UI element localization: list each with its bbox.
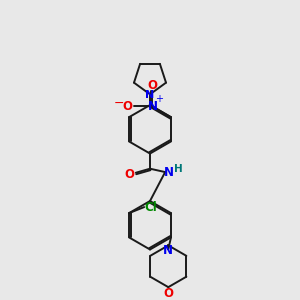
Text: Cl: Cl bbox=[145, 201, 157, 214]
Text: N: N bbox=[146, 90, 154, 100]
Text: N: N bbox=[163, 244, 173, 257]
Text: O: O bbox=[163, 287, 173, 300]
Text: H: H bbox=[174, 164, 182, 174]
Text: N: N bbox=[164, 166, 174, 178]
Text: −: − bbox=[114, 97, 124, 110]
Text: O: O bbox=[148, 79, 158, 92]
Text: N: N bbox=[148, 100, 158, 113]
Text: O: O bbox=[122, 100, 132, 113]
Text: O: O bbox=[125, 168, 135, 181]
Text: +: + bbox=[154, 94, 163, 104]
